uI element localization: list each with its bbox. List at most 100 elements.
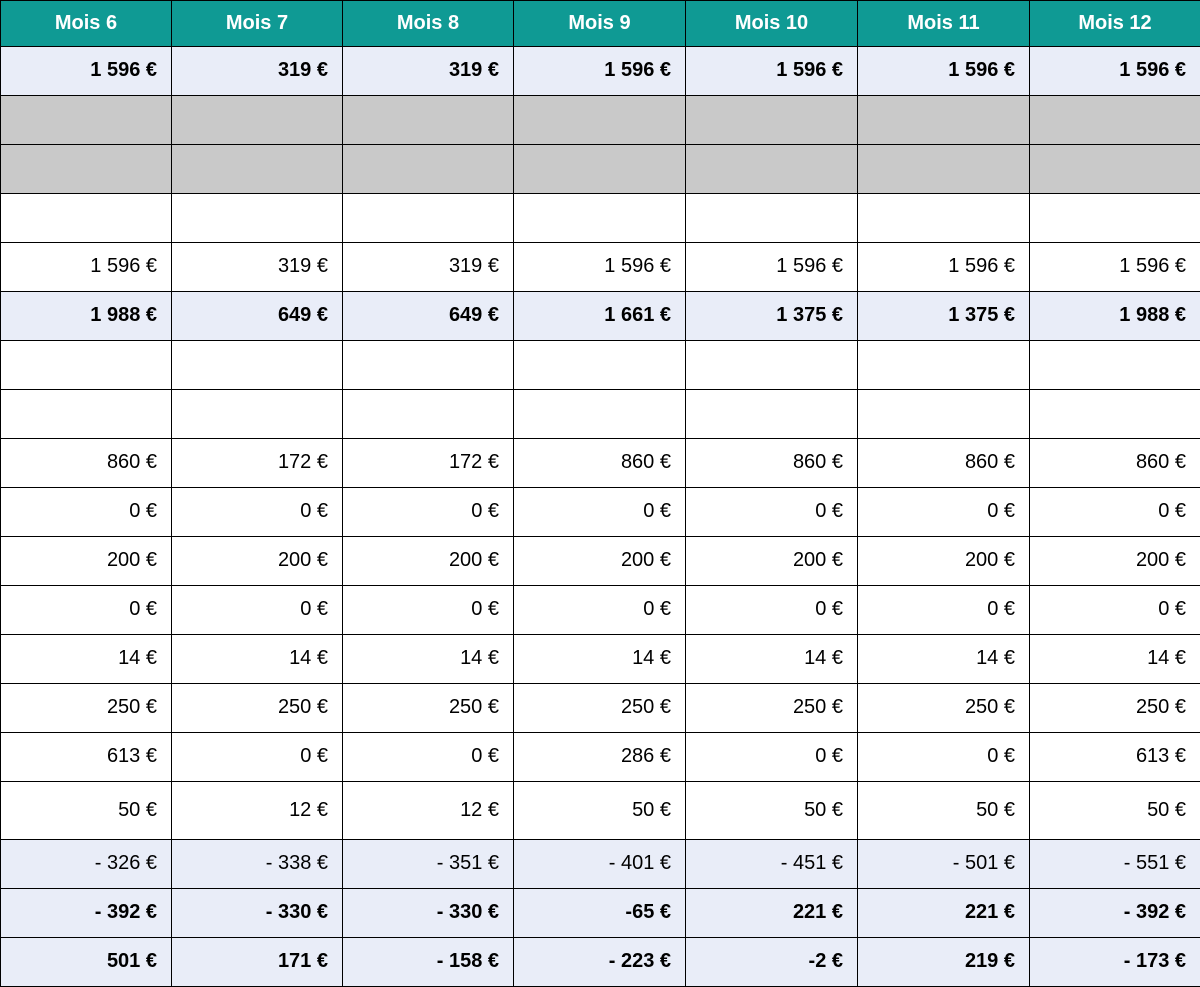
table-cell	[172, 193, 343, 242]
table-cell	[514, 193, 686, 242]
table-cell	[858, 144, 1030, 193]
table-cell	[1030, 144, 1200, 193]
table-cell: 860 €	[1, 438, 172, 487]
table-cell: 12 €	[172, 781, 343, 839]
table-header-row: Mois 6Mois 7Mois 8Mois 9Mois 10Mois 11Mo…	[1, 1, 1200, 47]
table-cell: 501 €	[1, 937, 172, 986]
table-cell: 14 €	[686, 634, 858, 683]
table-cell	[514, 144, 686, 193]
table-cell	[1, 193, 172, 242]
column-header: Mois 10	[686, 1, 858, 47]
table-row: 1 596 €319 €319 €1 596 €1 596 €1 596 €1 …	[1, 47, 1200, 96]
table-cell	[686, 144, 858, 193]
table-cell: 1 596 €	[686, 47, 858, 96]
table-cell: 0 €	[172, 732, 343, 781]
table-cell	[172, 340, 343, 389]
column-header: Mois 8	[343, 1, 514, 47]
table-cell: - 392 €	[1030, 888, 1200, 937]
table-cell: - 551 €	[1030, 839, 1200, 888]
table-cell: 50 €	[1030, 781, 1200, 839]
table-cell: 1 596 €	[1030, 47, 1200, 96]
table-cell: 319 €	[172, 47, 343, 96]
table-row: 250 €250 €250 €250 €250 €250 €250 €	[1, 683, 1200, 732]
table-cell: 1 375 €	[686, 291, 858, 340]
table-cell: 613 €	[1, 732, 172, 781]
table-cell: 0 €	[686, 585, 858, 634]
table-row: - 392 €- 330 €- 330 €-65 €221 €221 €- 39…	[1, 888, 1200, 937]
table-cell: 0 €	[343, 732, 514, 781]
table-cell: 0 €	[858, 585, 1030, 634]
table-cell: 50 €	[686, 781, 858, 839]
financial-table-container: Mois 6Mois 7Mois 8Mois 9Mois 10Mois 11Mo…	[0, 0, 1200, 987]
table-cell: - 330 €	[172, 888, 343, 937]
table-cell: 1 596 €	[1030, 242, 1200, 291]
table-cell	[1030, 193, 1200, 242]
table-cell	[858, 193, 1030, 242]
table-cell	[1, 95, 172, 144]
table-cell	[686, 389, 858, 438]
column-header: Mois 7	[172, 1, 343, 47]
table-cell: 250 €	[686, 683, 858, 732]
table-cell: - 401 €	[514, 839, 686, 888]
table-cell	[686, 193, 858, 242]
table-row: 200 €200 €200 €200 €200 €200 €200 €	[1, 536, 1200, 585]
table-cell: 0 €	[686, 487, 858, 536]
table-cell: 14 €	[172, 634, 343, 683]
table-cell	[343, 144, 514, 193]
table-row: 1 988 €649 €649 €1 661 €1 375 €1 375 €1 …	[1, 291, 1200, 340]
table-cell: 1 596 €	[514, 47, 686, 96]
table-cell: 200 €	[514, 536, 686, 585]
table-row: 14 €14 €14 €14 €14 €14 €14 €	[1, 634, 1200, 683]
table-cell: 172 €	[172, 438, 343, 487]
table-cell: 200 €	[1, 536, 172, 585]
table-cell	[1030, 389, 1200, 438]
table-cell: 0 €	[858, 732, 1030, 781]
table-cell: 200 €	[172, 536, 343, 585]
column-header: Mois 11	[858, 1, 1030, 47]
table-cell: 250 €	[858, 683, 1030, 732]
table-cell: 1 661 €	[514, 291, 686, 340]
table-row: 613 €0 €0 €286 €0 €0 €613 €	[1, 732, 1200, 781]
table-cell: - 451 €	[686, 839, 858, 888]
table-cell: 250 €	[343, 683, 514, 732]
table-cell	[172, 144, 343, 193]
table-cell: 14 €	[858, 634, 1030, 683]
table-cell	[514, 389, 686, 438]
table-cell: - 330 €	[343, 888, 514, 937]
table-cell: - 338 €	[172, 839, 343, 888]
table-cell	[1030, 95, 1200, 144]
table-cell	[858, 95, 1030, 144]
table-cell: 14 €	[1, 634, 172, 683]
table-cell: - 158 €	[343, 937, 514, 986]
table-cell	[1, 144, 172, 193]
table-cell: 172 €	[343, 438, 514, 487]
table-cell: 50 €	[514, 781, 686, 839]
table-cell: 860 €	[686, 438, 858, 487]
financial-table: Mois 6Mois 7Mois 8Mois 9Mois 10Mois 11Mo…	[0, 0, 1200, 987]
table-cell	[172, 389, 343, 438]
table-cell: 12 €	[343, 781, 514, 839]
table-cell: 860 €	[858, 438, 1030, 487]
table-cell	[858, 340, 1030, 389]
table-cell: - 223 €	[514, 937, 686, 986]
table-cell: 14 €	[1030, 634, 1200, 683]
table-cell: 250 €	[1, 683, 172, 732]
table-cell	[172, 95, 343, 144]
table-cell: 649 €	[172, 291, 343, 340]
table-cell: 1 596 €	[1, 47, 172, 96]
table-cell: 319 €	[172, 242, 343, 291]
table-cell: 200 €	[858, 536, 1030, 585]
table-cell: 0 €	[343, 487, 514, 536]
table-cell: 860 €	[514, 438, 686, 487]
table-cell	[514, 95, 686, 144]
table-cell: 250 €	[514, 683, 686, 732]
table-cell: 0 €	[514, 585, 686, 634]
table-cell: 0 €	[1, 585, 172, 634]
table-cell: - 392 €	[1, 888, 172, 937]
column-header: Mois 6	[1, 1, 172, 47]
table-cell: 50 €	[858, 781, 1030, 839]
table-cell: - 173 €	[1030, 937, 1200, 986]
table-cell	[343, 95, 514, 144]
table-cell: 0 €	[1, 487, 172, 536]
table-cell	[858, 389, 1030, 438]
